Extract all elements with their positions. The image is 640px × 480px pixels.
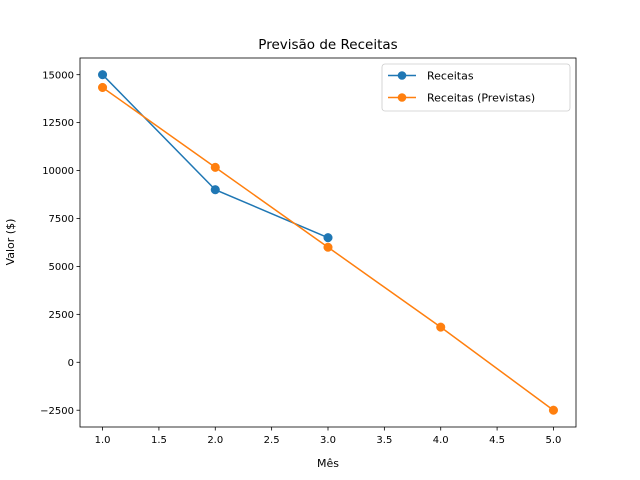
legend-box [381,63,571,112]
legend-marker-1 [397,71,407,80]
x-tick-label: 1.5 [151,435,167,446]
series-2-point [436,322,446,332]
series-2-point [210,162,220,172]
series-2-point [97,82,108,93]
y-tick-label: 12500 [42,118,74,129]
series-1-point [323,233,333,243]
series-2-point [548,405,559,415]
x-tick-label: 3.0 [320,435,336,446]
legend: Receitas Receitas (Previstas) [381,63,571,112]
y-tick-label: 10000 [42,166,74,177]
x-tick-label: 1.0 [95,435,111,446]
y-tick-label: 5000 [49,262,74,273]
x-tick-label: 2.0 [207,435,223,446]
x-axis-label: Mês [317,457,339,470]
x-tick-label: 4.5 [489,435,505,446]
x-tick-label: 5.0 [546,435,562,446]
y-tick-label: 7500 [49,214,74,225]
y-tick-label: 2500 [49,310,74,321]
y-tick-label: 15000 [42,70,74,81]
series-1-point [97,70,108,80]
x-tick-label: 3.5 [376,435,392,446]
legend-label-2: Receitas (Previstas) [427,92,535,105]
series-2-point [323,242,333,252]
x-tick-label: 4.0 [433,435,449,446]
chart-title: Previsão de Receitas [258,37,397,53]
x-tick-label: 2.5 [264,435,280,446]
y-tick-label: −2500 [40,406,74,417]
series-1-point [210,185,220,195]
legend-marker-2 [397,93,407,102]
y-tick-label: 0 [68,358,74,369]
legend-label-1: Receitas [427,70,474,83]
axes-frame [79,57,577,428]
y-axis-label: Valor ($) [4,219,17,266]
plot-area: 1.0 1.5 2.0 2.5 3.0 3.5 4.0 4.5 5.0 −2500 0 2500 500… [40,57,577,446]
